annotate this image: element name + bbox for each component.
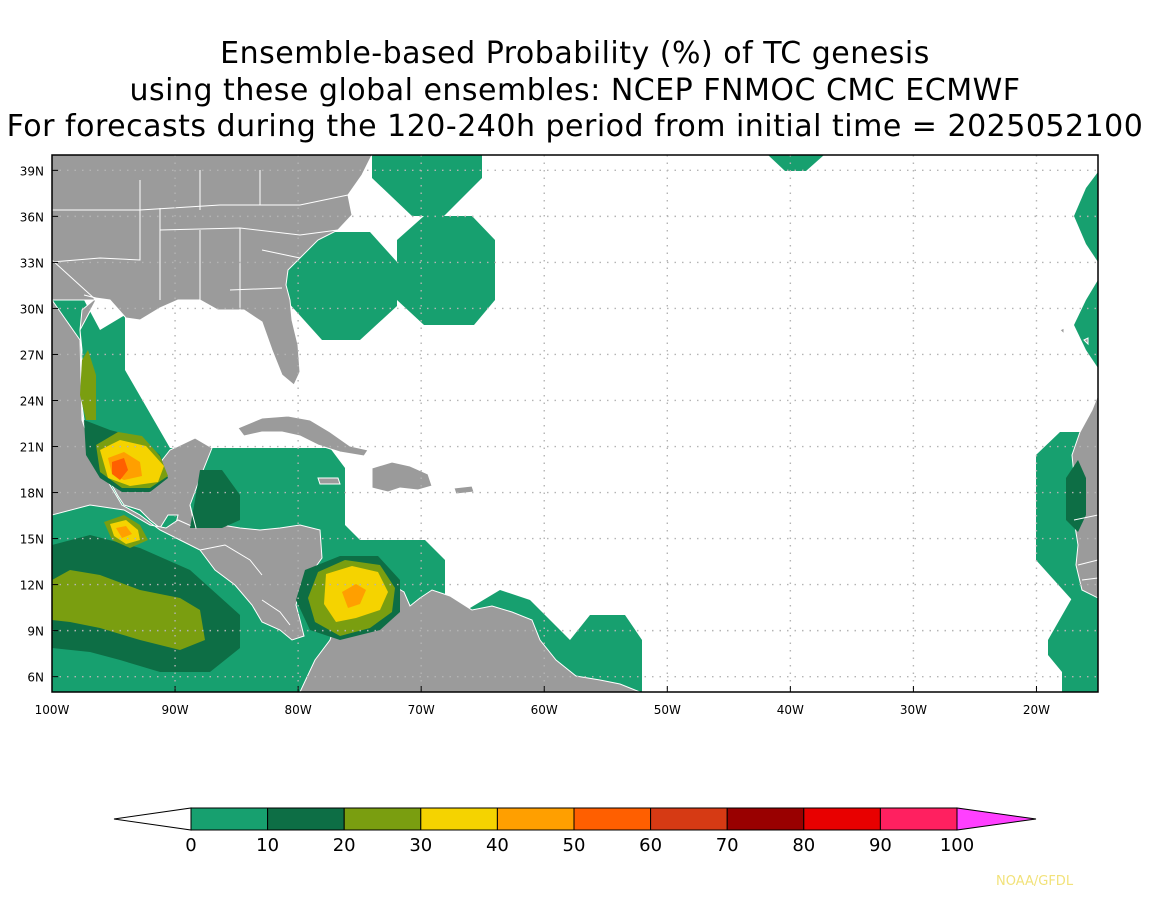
- title-line-3: For forecasts during the 120-240h period…: [6, 109, 1144, 144]
- lat-tick-label: 21N: [20, 441, 44, 455]
- map-frame: [51, 154, 1099, 693]
- legend-label: 0: [185, 835, 196, 856]
- lat-tick-label: 6N: [27, 671, 44, 685]
- latitude-axis: 39N 36N 33N 30N 27N 24N 21N 18N 15N 12N 9N 6N: [20, 164, 58, 685]
- legend-label: 60: [639, 835, 662, 856]
- legend-swatch: [573, 807, 652, 831]
- legend-under-arrow: [113, 807, 192, 831]
- legend-swatch: [496, 807, 575, 831]
- legend-swatch: [343, 807, 422, 831]
- lat-tick-label: 36N: [20, 210, 44, 224]
- lat-tick-label: 18N: [20, 487, 44, 501]
- canary-islands: [1059, 327, 1089, 346]
- region-caribbean-orange: [342, 584, 366, 608]
- lat-tick-label: 27N: [20, 348, 44, 362]
- region-top-central: [768, 155, 824, 171]
- jamaica: [317, 477, 341, 485]
- legend-swatch: [879, 807, 958, 831]
- lat-tick-label: 24N: [20, 394, 44, 408]
- mexico-pacific-land: [52, 299, 323, 641]
- cuba: [237, 415, 369, 457]
- region-tehuantepec-orange: [116, 526, 132, 538]
- lat-tick-label: 9N: [27, 625, 44, 639]
- lat-tick-label: 39N: [20, 164, 44, 178]
- title-line-1: Ensemble-based Probability (%) of TC gen…: [220, 36, 930, 71]
- lon-tick-label: 100W: [35, 703, 70, 717]
- lon-tick-label: 80W: [285, 703, 312, 717]
- lat-tick-label: 30N: [20, 302, 44, 316]
- region-africa-dark: [1066, 460, 1086, 532]
- legend-label: 20: [333, 835, 356, 856]
- credit-label: NOAA/GFDL: [996, 874, 1074, 889]
- legend-label: 100: [940, 835, 974, 856]
- legend-label: 80: [792, 835, 815, 856]
- lon-tick-label: 40W: [777, 703, 804, 717]
- region-east-edge-north: [1074, 172, 1098, 262]
- legend-swatch: [726, 807, 805, 831]
- lat-tick-label: 33N: [20, 256, 44, 270]
- lon-tick-label: 60W: [531, 703, 558, 717]
- region-yucatan-channel: [190, 470, 240, 528]
- lat-tick-label: 15N: [20, 533, 44, 547]
- legend-label: 40: [486, 835, 509, 856]
- region-texas-coast: [80, 350, 96, 420]
- legend-swatch: [267, 807, 345, 831]
- region-carolinas-offshore: [286, 232, 397, 340]
- legend-swatch: [803, 807, 881, 831]
- probability-50-60-areas: [112, 458, 128, 480]
- region-pacific-olive: [52, 570, 205, 650]
- legend-swatch: [420, 807, 498, 831]
- political-borders: [52, 170, 1098, 626]
- puerto-rico: [453, 485, 475, 495]
- legend-label: 50: [563, 835, 586, 856]
- lon-tick-label: 30W: [900, 703, 927, 717]
- longitude-axis: 100W 90W 80W 70W 60W 50W 40W 30W 20W: [35, 686, 1050, 717]
- region-north-atlantic: [372, 155, 482, 216]
- legend-label: 90: [869, 835, 892, 856]
- lon-tick-label: 50W: [654, 703, 681, 717]
- legend-swatch: [190, 807, 269, 831]
- lon-tick-label: 70W: [408, 703, 435, 717]
- title-line-2: using these global ensembles: NCEP FNMOC…: [129, 73, 1021, 108]
- legend-over-arrow: [956, 807, 1037, 831]
- color-legend: 0 10 20 30 40 50 60 70 80 90 100: [113, 807, 1037, 856]
- lat-tick-label: 12N: [20, 579, 44, 593]
- lon-tick-label: 90W: [161, 703, 188, 717]
- legend-swatch: [650, 807, 728, 831]
- region-campeche-red: [112, 458, 128, 480]
- region-east-edge-mid: [1074, 280, 1098, 368]
- legend-label: 30: [409, 835, 432, 856]
- region-africa-south: [1048, 598, 1098, 692]
- lon-tick-label: 20W: [1023, 703, 1050, 717]
- legend-label: 70: [716, 835, 739, 856]
- hispaniola: [371, 461, 433, 493]
- legend-label: 10: [256, 835, 279, 856]
- map-content: [52, 155, 1098, 692]
